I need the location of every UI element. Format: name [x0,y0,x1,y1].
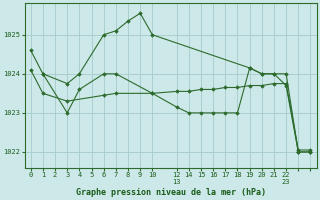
X-axis label: Graphe pression niveau de la mer (hPa): Graphe pression niveau de la mer (hPa) [76,188,266,197]
